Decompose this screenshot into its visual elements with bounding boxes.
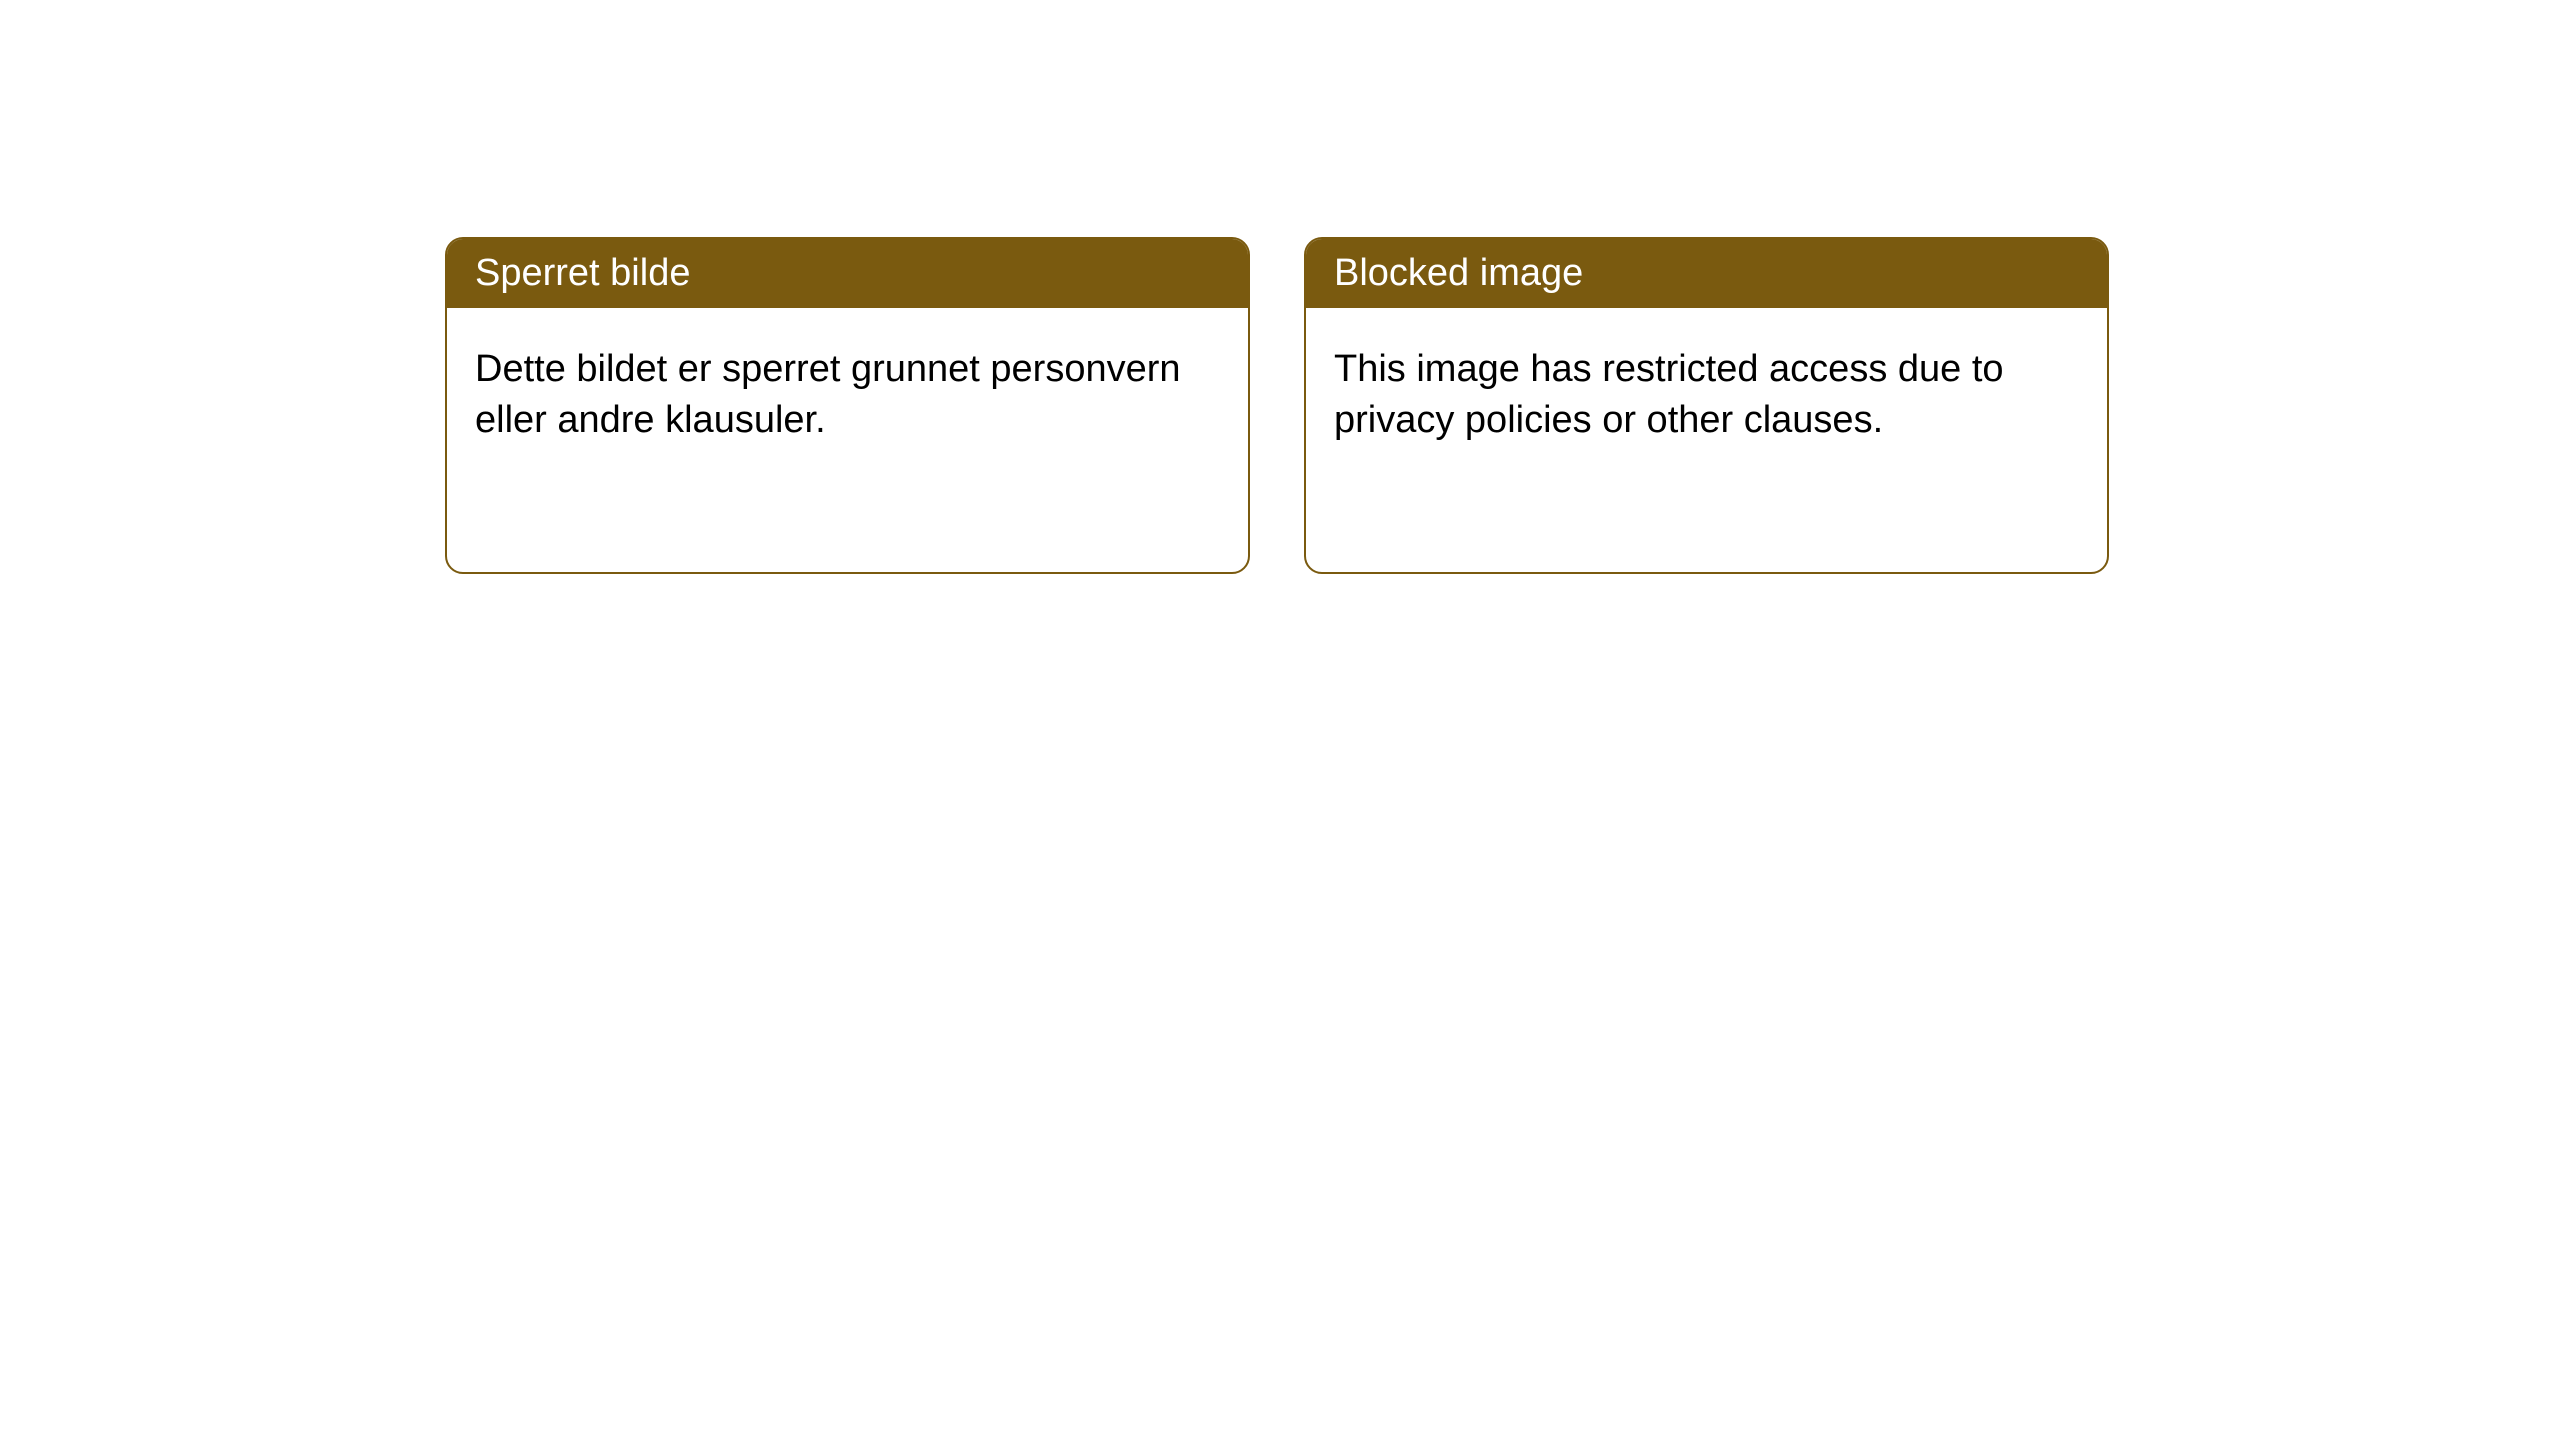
card-title: Blocked image (1334, 252, 1583, 294)
blocked-image-card-no: Sperret bilde Dette bildet er sperret gr… (445, 237, 1250, 574)
card-body-text: Dette bildet er sperret grunnet personve… (475, 348, 1181, 441)
cards-container: Sperret bilde Dette bildet er sperret gr… (0, 0, 2560, 574)
card-title: Sperret bilde (475, 252, 690, 294)
card-body: This image has restricted access due to … (1306, 308, 2107, 483)
card-body-text: This image has restricted access due to … (1334, 348, 2004, 441)
card-header: Sperret bilde (447, 239, 1248, 308)
blocked-image-card-en: Blocked image This image has restricted … (1304, 237, 2109, 574)
card-body: Dette bildet er sperret grunnet personve… (447, 308, 1248, 483)
card-header: Blocked image (1306, 239, 2107, 308)
